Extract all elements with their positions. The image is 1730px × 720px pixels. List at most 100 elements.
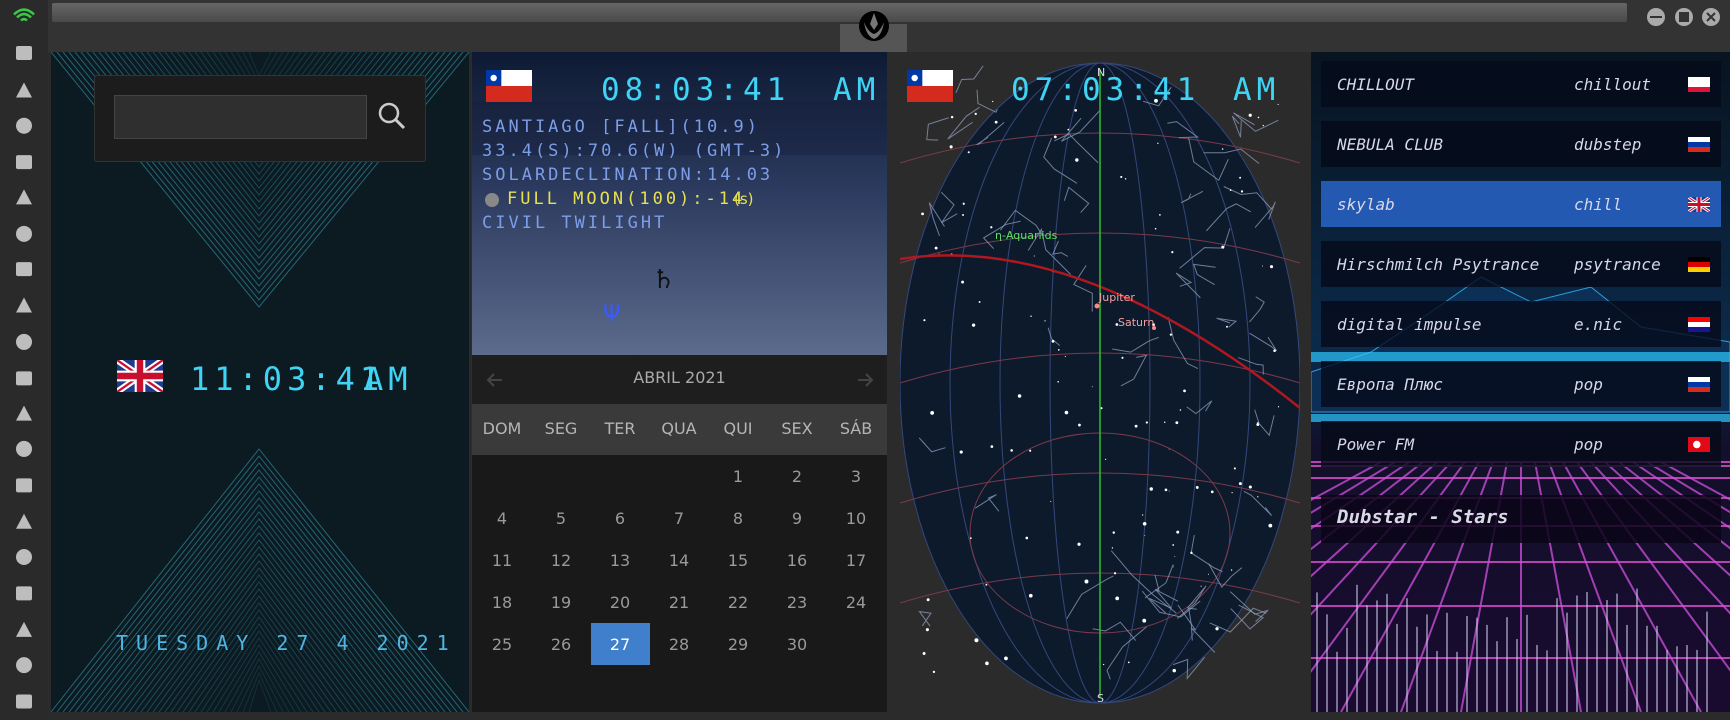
day[interactable]: 13	[609, 551, 631, 570]
station-row[interactable]	[1321, 121, 1721, 167]
icon-shape	[16, 513, 32, 529]
day[interactable]: 19	[550, 593, 572, 612]
day[interactable]: 16	[786, 551, 808, 570]
day[interactable]: 3	[850, 467, 862, 486]
pattern-line	[164, 581, 356, 712]
star	[1142, 521, 1147, 526]
pattern-line	[134, 546, 386, 712]
pattern-line	[212, 637, 308, 712]
eq-bar	[1606, 600, 1608, 712]
day[interactable]: 21	[668, 593, 690, 612]
star	[1149, 487, 1153, 491]
day[interactable]: 7	[673, 509, 685, 528]
pattern-line	[146, 560, 374, 712]
sidebar-icon[interactable]	[16, 513, 32, 529]
sidebar-icon[interactable]	[16, 117, 32, 134]
sidebar-icon[interactable]	[16, 371, 32, 386]
constellation	[1092, 621, 1137, 641]
station-row[interactable]	[1321, 61, 1721, 107]
day[interactable]: 9	[791, 509, 803, 528]
day[interactable]: 6	[614, 509, 626, 528]
day[interactable]: 22	[727, 593, 749, 612]
day[interactable]: 18	[491, 593, 513, 612]
star	[1053, 135, 1057, 139]
day[interactable]: 29	[727, 635, 749, 654]
day[interactable]: 11	[491, 551, 513, 570]
search-input[interactable]	[114, 95, 367, 139]
sidebar-icon[interactable]	[16, 657, 32, 674]
eq-bar	[1426, 614, 1428, 712]
eq-bar	[1686, 645, 1688, 712]
station-row[interactable]	[1321, 421, 1721, 467]
day[interactable]: 30	[786, 635, 808, 654]
sidebar-icon[interactable]	[16, 694, 32, 709]
star	[1277, 406, 1280, 408]
day[interactable]: 1	[732, 467, 744, 486]
sidebar-icon[interactable]	[16, 189, 32, 205]
day[interactable]: 5	[555, 509, 567, 528]
next-month[interactable]	[858, 373, 874, 387]
pattern-line	[92, 497, 428, 712]
day[interactable]: 2	[791, 467, 803, 486]
planet-label: Jupiter	[1098, 291, 1135, 304]
eq-bar	[1396, 623, 1398, 712]
day[interactable]: 12	[550, 551, 572, 570]
station-row[interactable]	[1321, 361, 1721, 407]
sidebar-icon[interactable]	[16, 262, 32, 277]
day[interactable]: 8	[732, 509, 744, 528]
day[interactable]: 23	[786, 593, 808, 612]
sidebar-icon[interactable]	[16, 45, 32, 60]
moon-icon	[485, 193, 499, 207]
day[interactable]: 17	[845, 551, 867, 570]
sidebar-icon[interactable]	[16, 586, 32, 601]
station-name: NEBULA CLUB	[1337, 135, 1443, 154]
day[interactable]: 28	[668, 635, 690, 654]
day[interactable]: 20	[609, 593, 631, 612]
sidebar-icon[interactable]	[16, 621, 32, 637]
sidebar-icon[interactable]	[16, 82, 32, 98]
star	[1240, 190, 1244, 193]
prev-month[interactable]	[486, 373, 502, 387]
sidebar-icon[interactable]	[16, 440, 32, 457]
sidebar-icon[interactable]	[16, 155, 32, 170]
eq-bar	[1446, 612, 1448, 712]
sidebar-icon[interactable]	[16, 478, 32, 493]
sidebar-icon[interactable]	[16, 333, 32, 350]
sidebar-icon[interactable]	[16, 225, 32, 242]
day[interactable]: 15	[727, 551, 749, 570]
search-icon[interactable]	[377, 101, 407, 131]
day[interactable]: 25	[491, 635, 513, 654]
pattern-line	[176, 595, 344, 712]
station-row[interactable]	[1321, 241, 1721, 287]
star	[932, 670, 936, 674]
star	[1077, 542, 1081, 546]
star	[1210, 490, 1214, 494]
star	[962, 213, 965, 216]
star	[1230, 569, 1233, 571]
star	[921, 212, 924, 216]
day[interactable]: 24	[845, 593, 867, 612]
day[interactable]: 26	[550, 635, 572, 654]
day[interactable]: 14	[668, 551, 690, 570]
station-row[interactable]	[1321, 301, 1721, 347]
constellation	[1167, 316, 1199, 370]
station-row[interactable]	[1321, 181, 1721, 227]
weekday: SEX	[781, 419, 813, 438]
sidebar-icon[interactable]	[16, 297, 32, 313]
sidebar-icon[interactable]	[16, 549, 32, 566]
star	[1238, 482, 1242, 486]
constellation	[955, 65, 984, 94]
star	[1025, 536, 1029, 540]
flag-stripe	[1688, 447, 1710, 452]
day[interactable]: 4	[496, 509, 508, 528]
address-strip[interactable]	[52, 3, 1627, 22]
sidebar-icon[interactable]	[16, 405, 32, 421]
constellation	[1188, 607, 1197, 641]
eq-bar	[1326, 614, 1328, 712]
star	[1141, 514, 1144, 516]
sidebar-icon[interactable]	[13, 8, 35, 22]
day[interactable]: 27	[609, 635, 631, 654]
sky-header	[472, 52, 887, 355]
day[interactable]: 10	[845, 509, 867, 528]
